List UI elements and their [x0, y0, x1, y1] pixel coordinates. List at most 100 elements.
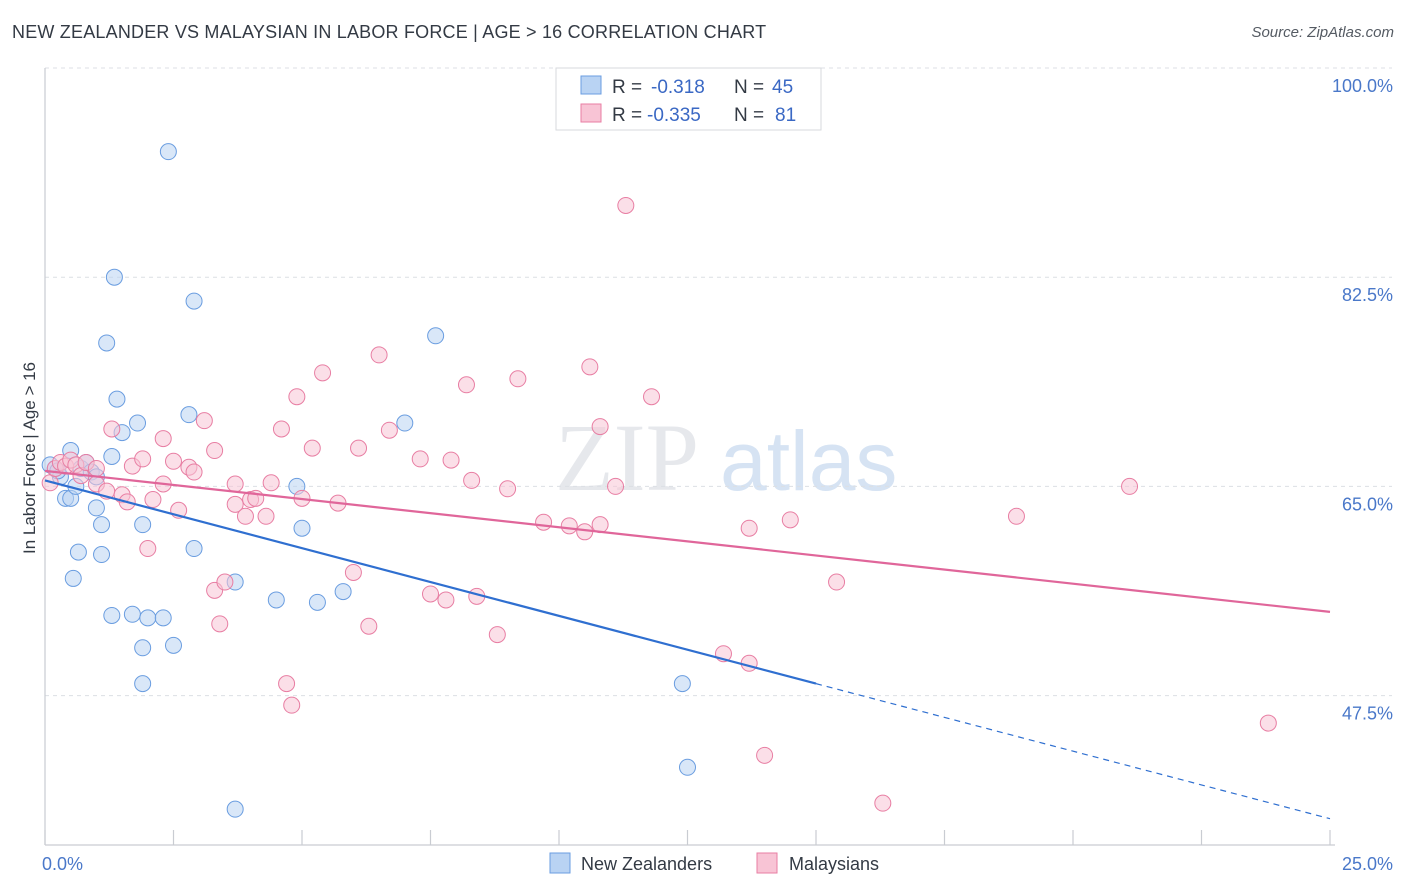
gridlines: [45, 67, 1392, 697]
data-point: [463, 471, 481, 489]
data-point: [380, 421, 398, 439]
data-point: [740, 654, 758, 672]
data-point: [129, 414, 147, 432]
data-point: [1007, 507, 1025, 525]
bottom-legend-label-malaysians: Malaysians: [789, 854, 879, 874]
data-point: [211, 615, 229, 633]
data-point: [93, 546, 111, 564]
data-point: [108, 390, 126, 408]
data-point: [756, 746, 774, 764]
data-point: [293, 519, 311, 537]
data-point: [422, 585, 439, 603]
data-point: [226, 475, 244, 493]
data-point: [105, 268, 123, 286]
legend-r-label-1: R =: [612, 105, 642, 126]
data-point: [314, 364, 332, 382]
data-point: [396, 414, 414, 432]
data-point: [1259, 714, 1277, 732]
data-point: [488, 626, 506, 644]
data-point: [123, 605, 141, 623]
legend-r-value-0: -0.318: [651, 77, 705, 98]
data-point: [288, 388, 306, 406]
series-new-zealanders-points: [41, 143, 696, 818]
data-point: [781, 511, 799, 529]
trend-line-extension: [815, 683, 1331, 820]
data-point: [272, 420, 290, 438]
data-point: [607, 477, 625, 495]
data-point: [226, 800, 244, 818]
y-axis-tick-labels: 47.5% 65.0% 82.5% 100.0%: [1332, 76, 1393, 724]
data-point: [442, 451, 460, 469]
data-point: [262, 474, 280, 492]
data-point: [427, 327, 445, 345]
data-point: [103, 606, 121, 624]
data-point: [69, 543, 87, 561]
series-legend: New Zealanders Malaysians: [549, 852, 879, 874]
data-point: [139, 540, 157, 558]
data-point: [535, 513, 553, 531]
data-point: [278, 675, 296, 693]
data-point: [828, 573, 846, 591]
legend-n-label-0: N =: [734, 77, 764, 98]
y-axis-title: In Labor Force | Age > 16: [20, 362, 39, 554]
data-point: [139, 609, 157, 627]
bottom-legend-swatch-new-zealanders: [549, 852, 571, 874]
legend-r-value-1: -0.335: [647, 105, 701, 126]
chart-title: NEW ZEALANDER VS MALAYSIAN IN LABOR FORC…: [12, 22, 767, 42]
trend-line: [44, 479, 817, 685]
axes: [44, 68, 1335, 846]
data-point: [437, 591, 455, 609]
data-point: [154, 609, 172, 627]
data-point: [64, 569, 82, 587]
data-point: [509, 370, 527, 388]
data-point: [257, 507, 275, 525]
data-point: [874, 794, 892, 812]
data-point: [103, 448, 121, 465]
y-tick-label: 47.5%: [1342, 704, 1393, 724]
data-point: [370, 346, 388, 364]
watermark-atlas: atlas: [720, 414, 897, 508]
legend-n-value-1: 81: [775, 105, 796, 126]
watermark-zip: ZIP: [555, 404, 699, 511]
data-point: [134, 639, 152, 657]
data-point: [134, 450, 152, 468]
trend-lines: [44, 469, 1331, 820]
data-point: [185, 292, 203, 310]
data-point: [344, 563, 362, 581]
y-tick-label: 65.0%: [1342, 494, 1393, 514]
data-point: [740, 519, 758, 537]
legend-n-value-0: 45: [772, 77, 793, 98]
source-credit: Source: ZipAtlas.com: [1251, 24, 1394, 41]
data-point: [334, 583, 352, 601]
data-point: [165, 452, 182, 470]
data-point: [308, 593, 326, 611]
data-point: [159, 143, 177, 161]
data-point: [303, 439, 321, 457]
data-point: [103, 420, 121, 438]
data-point: [236, 507, 254, 525]
y-tick-label: 82.5%: [1342, 285, 1393, 305]
data-point: [93, 516, 111, 534]
x-axis-ticks: [44, 830, 1331, 845]
data-point: [87, 459, 105, 477]
data-point: [267, 591, 285, 609]
data-point: [283, 696, 301, 714]
data-point: [195, 412, 213, 430]
data-point: [154, 430, 172, 448]
data-point: [350, 439, 368, 457]
data-point: [226, 495, 244, 513]
data-point: [134, 675, 152, 693]
legend-swatch-new-zealanders: [580, 75, 602, 95]
data-point: [98, 334, 116, 352]
data-point: [560, 517, 578, 535]
data-point: [185, 540, 203, 558]
data-point: [617, 196, 635, 214]
legend-r-label-0: R =: [612, 77, 642, 98]
data-point: [581, 358, 599, 376]
data-point: [591, 418, 609, 436]
data-point: [457, 376, 475, 394]
data-point: [216, 573, 234, 591]
data-point: [144, 491, 162, 509]
data-point: [185, 463, 203, 481]
